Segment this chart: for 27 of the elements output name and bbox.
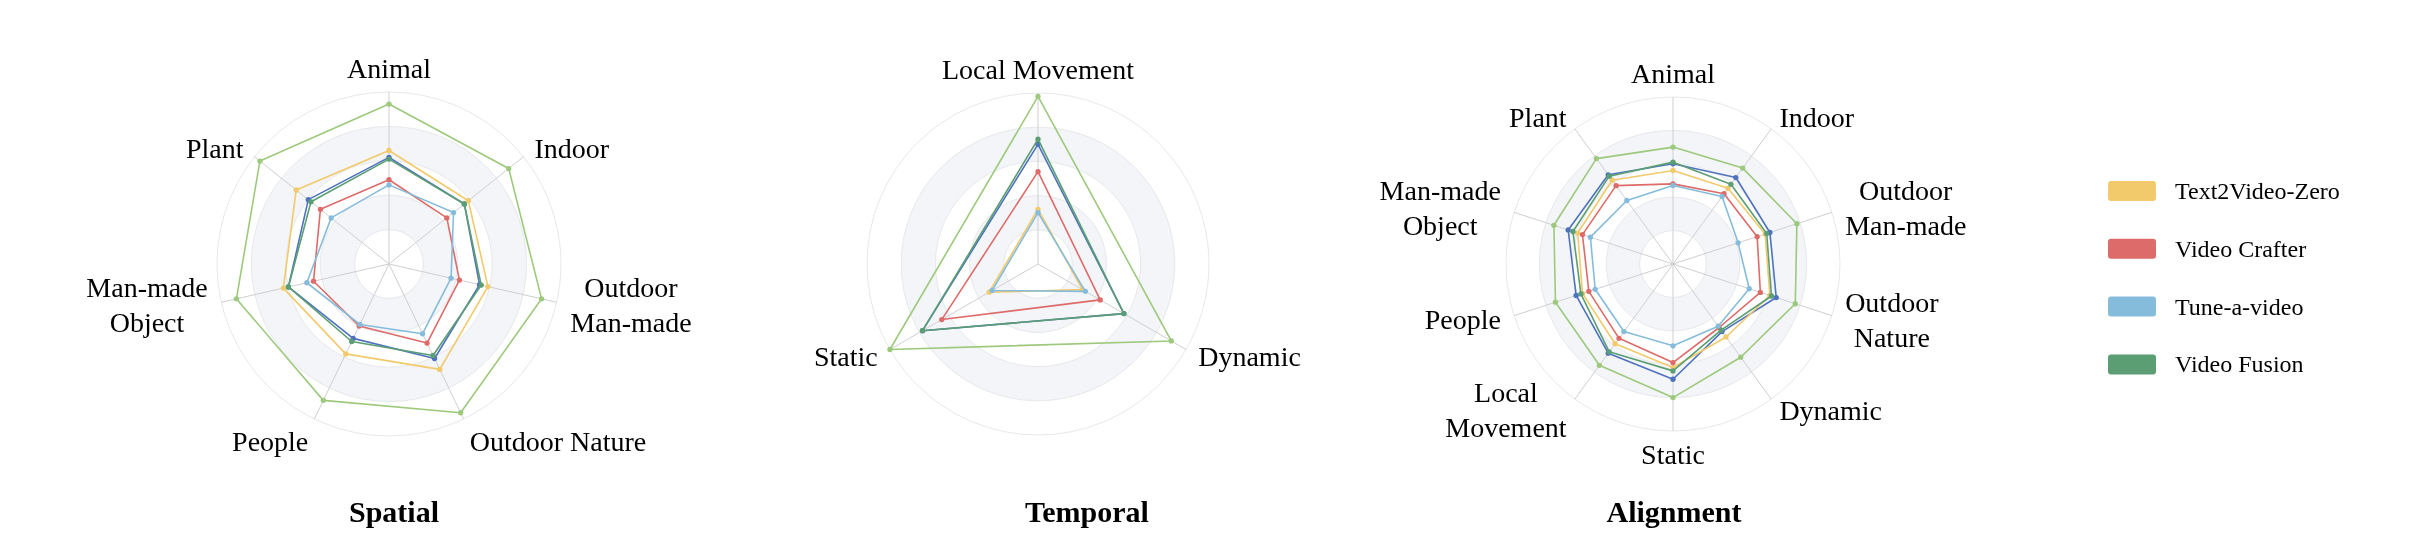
spoke-label: Animal <box>1631 58 1716 89</box>
spoke-label: Man-made Object <box>1379 175 1501 242</box>
text: Temporal <box>1025 495 1149 528</box>
spoke-label: Dynamic <box>1198 341 1301 373</box>
spoke-label: Dynamic <box>1779 394 1883 426</box>
spoke-label: Indoor <box>534 132 610 164</box>
spoke-label: Indoor <box>1779 102 1855 134</box>
legend-label: Tune-a-video <box>2175 293 2304 320</box>
spoke-label: People <box>1424 304 1501 336</box>
spoke-label: Local Movement <box>941 54 1135 85</box>
spoke-label: Man-made Object <box>86 272 208 339</box>
text: Alignment <box>1606 495 1742 528</box>
spoke-label: Outdoor Man-made <box>570 272 692 339</box>
legend-label: Video Crafter <box>2175 235 2307 262</box>
text: Spatial <box>348 495 440 528</box>
legend-label: Video Fusion <box>2175 351 2304 378</box>
spoke-label: Static <box>1641 439 1705 471</box>
spoke-label: Outdoor Nature <box>469 425 647 457</box>
spoke-label: Plant <box>1509 102 1567 134</box>
spoke-label: Static <box>814 341 878 373</box>
legend-label: Text2Video-Zero <box>2175 178 2340 204</box>
spoke-label: People <box>232 425 309 457</box>
spoke-label: Plant <box>186 132 244 164</box>
spoke-label: Outdoor Man-made <box>1845 175 1967 242</box>
spoke-label: Animal <box>347 53 432 84</box>
spoke-label: Outdoor Nature <box>1845 286 1940 353</box>
spoke-label: Local Movement <box>1445 377 1567 444</box>
